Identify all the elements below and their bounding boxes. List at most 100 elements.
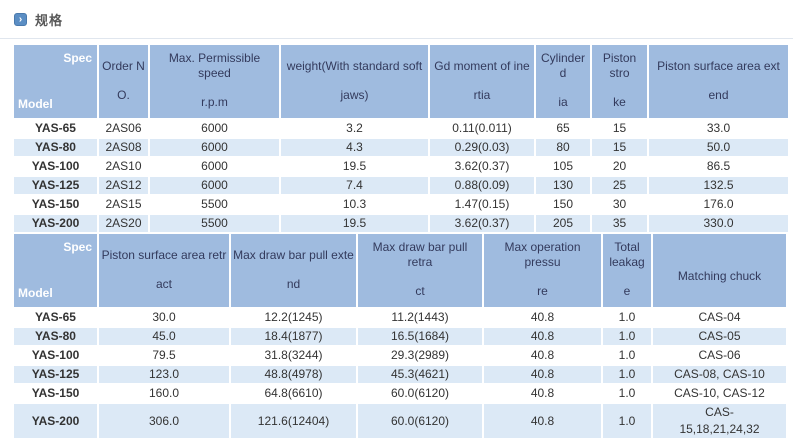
corner-spec-model-cell: Spec Model [14, 234, 97, 307]
column-header: Max draw bar pull retra ct [358, 234, 482, 307]
value-cell: 0.11(0.011) [430, 120, 534, 137]
spec-table-pressure: Spec Model Piston surface area retr act Max … [12, 232, 788, 440]
value-cell: 5500 [150, 215, 279, 232]
value-cell: 105 [536, 158, 590, 175]
column-header: Matching chuck [653, 234, 786, 307]
model-cell: YAS-100 [14, 158, 97, 175]
value-cell: 29.3(2989) [358, 347, 482, 364]
corner-spec-model-cell: Spec Model [14, 45, 97, 118]
value-cell: 1.0 [603, 404, 651, 438]
model-cell: YAS-80 [14, 328, 97, 345]
value-cell: 31.8(3244) [231, 347, 356, 364]
table-row-yas-150: YAS-150 2AS15 5500 10.3 1.47(0.15) 150 30 176.0 [14, 196, 788, 213]
value-cell: 6000 [150, 177, 279, 194]
value-cell: 6000 [150, 139, 279, 156]
column-header: Order N O. [99, 45, 148, 118]
spec-tables: Spec Model Order N O. Max. Permissible speed… [12, 43, 793, 440]
value-cell: 40.8 [484, 347, 601, 364]
value-cell: 60.0(6120) [358, 404, 482, 438]
value-cell: 80 [536, 139, 590, 156]
value-cell: 64.8(6610) [231, 385, 356, 402]
model-cell: YAS-150 [14, 385, 97, 402]
column-header: Max. Permissible speed r.p.m [150, 45, 279, 118]
column-header: Piston surface area ext end [649, 45, 788, 118]
spec-table-performance: Spec Model Order N O. Max. Permissible speed… [12, 43, 790, 234]
table-row-yas-80: YAS-80 45.0 18.4(1877) 16.5(1684) 40.8 1.0 CAS… [14, 328, 786, 345]
value-cell: 30 [592, 196, 647, 213]
corner-spec-label: Spec [63, 51, 92, 65]
value-cell: 330.0 [649, 215, 788, 232]
value-cell: CAS-10, CAS-12 [653, 385, 786, 402]
value-cell: 12.2(1245) [231, 309, 356, 326]
value-cell: 7.4 [281, 177, 428, 194]
value-cell: 3.62(0.37) [430, 215, 534, 232]
value-cell: 130 [536, 177, 590, 194]
value-cell: 33.0 [649, 120, 788, 137]
value-cell: 1.47(0.15) [430, 196, 534, 213]
table-row-yas-100: YAS-100 2AS10 6000 19.5 3.62(0.37) 105 20 86.5 [14, 158, 788, 175]
table-row-yas-100: YAS-100 79.5 31.8(3244) 29.3(2989) 40.8 1.0 CA… [14, 347, 786, 364]
value-cell: 306.0 [99, 404, 229, 438]
value-cell: 4.3 [281, 139, 428, 156]
chevron-right-icon: › [14, 12, 27, 26]
corner-model-label: Model [18, 97, 53, 111]
value-cell: 19.5 [281, 158, 428, 175]
value-cell: 2AS08 [99, 139, 148, 156]
value-cell: 2AS20 [99, 215, 148, 232]
table-row-yas-65: YAS-65 2AS06 6000 3.2 0.11(0.011) 65 15 33.0 [14, 120, 788, 137]
value-cell: 40.8 [484, 366, 601, 383]
value-cell: 121.6(12404) [231, 404, 356, 438]
header-row: Spec Model Piston surface area retr act Max … [14, 234, 786, 307]
value-cell: CAS- 15,18,21,24,32 [653, 404, 786, 438]
value-cell: 1.0 [603, 347, 651, 364]
model-cell: YAS-65 [14, 309, 97, 326]
model-cell: YAS-200 [14, 215, 97, 232]
value-cell: 18.4(1877) [231, 328, 356, 345]
value-cell: 1.0 [603, 328, 651, 345]
value-cell: 3.2 [281, 120, 428, 137]
model-cell: YAS-125 [14, 177, 97, 194]
table-row-yas-125: YAS-125 2AS12 6000 7.4 0.88(0.09) 130 25 132.5 [14, 177, 788, 194]
value-cell: 1.0 [603, 366, 651, 383]
model-cell: YAS-100 [14, 347, 97, 364]
value-cell: 40.8 [484, 385, 601, 402]
value-cell: 86.5 [649, 158, 788, 175]
header-row: Spec Model Order N O. Max. Permissible speed… [14, 45, 788, 118]
table-row-yas-150: YAS-150 160.0 64.8(6610) 60.0(6120) 40.8 1.0 C… [14, 385, 786, 402]
value-cell: 205 [536, 215, 590, 232]
value-cell: 19.5 [281, 215, 428, 232]
model-cell: YAS-150 [14, 196, 97, 213]
model-cell: YAS-200 [14, 404, 97, 438]
value-cell: 6000 [150, 120, 279, 137]
value-cell: 3.62(0.37) [430, 158, 534, 175]
column-header: Max operation pressu re [484, 234, 601, 307]
value-cell: 40.8 [484, 404, 601, 438]
value-cell: CAS-04 [653, 309, 786, 326]
value-cell: CAS-08, CAS-10 [653, 366, 786, 383]
value-cell: 1.0 [603, 309, 651, 326]
value-cell: 176.0 [649, 196, 788, 213]
model-cell: YAS-125 [14, 366, 97, 383]
value-cell: 35 [592, 215, 647, 232]
value-cell: 10.3 [281, 196, 428, 213]
value-cell: 160.0 [99, 385, 229, 402]
value-cell: CAS-05 [653, 328, 786, 345]
value-cell: 50.0 [649, 139, 788, 156]
value-cell: 6000 [150, 158, 279, 175]
model-cell: YAS-65 [14, 120, 97, 137]
value-cell: 16.5(1684) [358, 328, 482, 345]
value-cell: 65 [536, 120, 590, 137]
value-cell: CAS-06 [653, 347, 786, 364]
column-header: Cylinder d ia [536, 45, 590, 118]
value-cell: 1.0 [603, 385, 651, 402]
corner-model-label: Model [18, 286, 53, 300]
column-header: Piston surface area retr act [99, 234, 229, 307]
value-cell: 40.8 [484, 309, 601, 326]
value-cell: 0.29(0.03) [430, 139, 534, 156]
value-cell: 20 [592, 158, 647, 175]
value-cell: 79.5 [99, 347, 229, 364]
value-cell: 15 [592, 139, 647, 156]
value-cell: 15 [592, 120, 647, 137]
column-header: Gd moment of ine rtia [430, 45, 534, 118]
column-header: Max draw bar pull exte nd [231, 234, 356, 307]
